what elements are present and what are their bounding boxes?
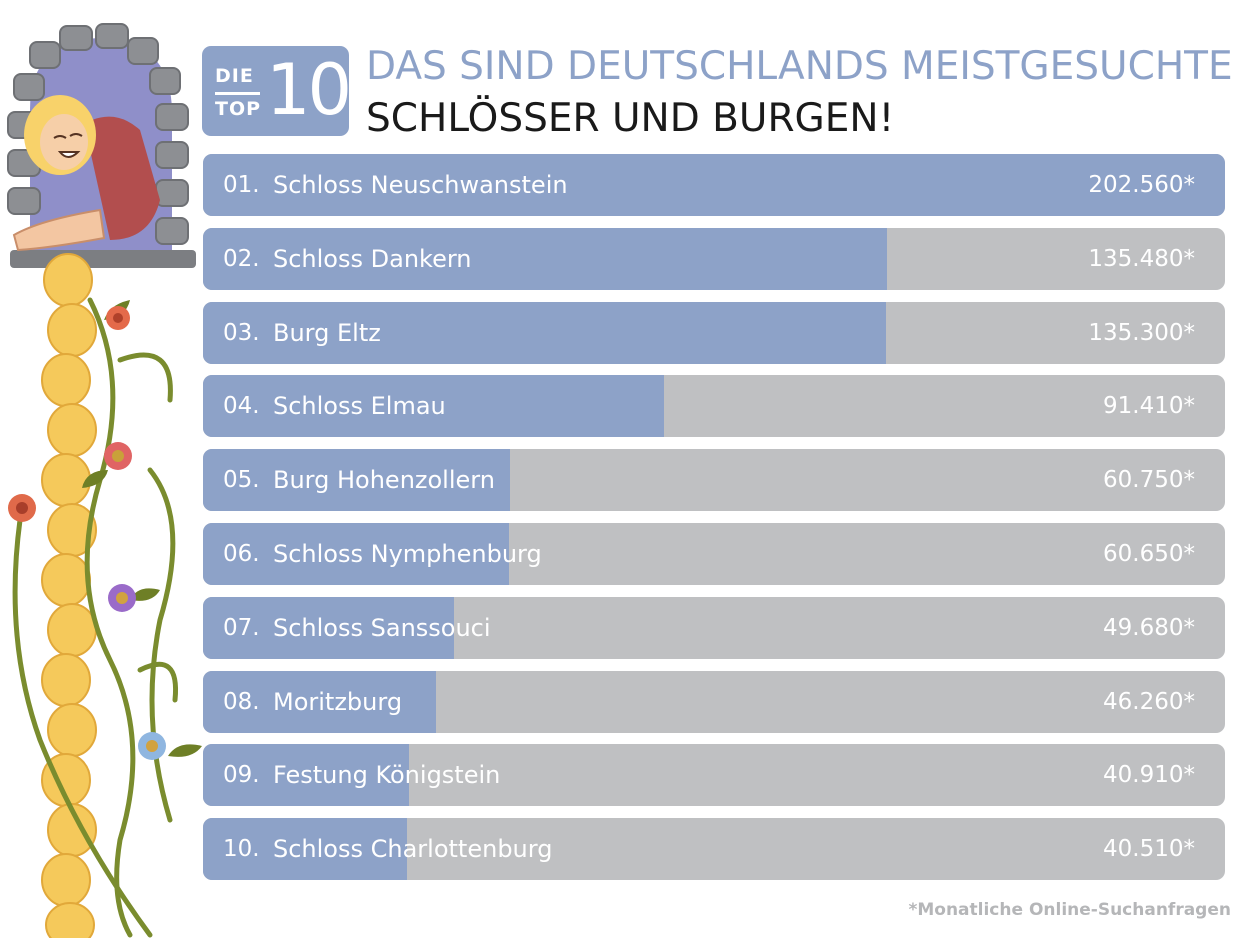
bar-category-label: Burg Eltz [273, 319, 381, 347]
bar-rank-label: 08. [223, 689, 260, 715]
bar-rank-label: 02. [223, 246, 260, 272]
bar-row: 09. Festung Königstein 40.910* [203, 744, 1225, 806]
braid-icon [41, 253, 97, 938]
bar-row: 01. Schloss Neuschwanstein 202.560* [203, 154, 1225, 216]
bar-row: 04. Schloss Elmau 91.410* [203, 375, 1225, 437]
bar-value-label: 40.510* [1103, 836, 1195, 862]
bar-row: 06. Schloss Nymphenburg 60.650* [203, 523, 1225, 585]
bar-fill [203, 375, 664, 437]
bar-value-label: 49.680* [1103, 615, 1195, 641]
bar-row: 10. Schloss Charlottenburg 40.510* [203, 818, 1225, 880]
bar-rank-label: 10. [223, 836, 260, 862]
bar-value-label: 40.910* [1103, 762, 1195, 788]
bar-fill [203, 818, 407, 880]
bar-rank-label: 01. [223, 172, 260, 198]
rapunzel-tower-illustration [7, 23, 202, 938]
window-arch-icon [7, 23, 196, 268]
bar-row: 05. Burg Hohenzollern 60.750* [203, 449, 1225, 511]
bar-value-label: 91.410* [1103, 393, 1195, 419]
bar-value-label: 60.750* [1103, 467, 1195, 493]
badge-divider [215, 92, 260, 95]
bar-row: 08. Moritzburg 46.260* [203, 671, 1225, 733]
bar-value-label: 60.650* [1103, 541, 1195, 567]
page-title-line2: SCHLÖSSER UND BURGEN! [366, 96, 895, 141]
page-title-line1: DAS SIND DEUTSCHLANDS MEISTGESUCHTE [366, 44, 1233, 89]
bar-fill [203, 597, 454, 659]
bar-row: 03. Burg Eltz 135.300* [203, 302, 1225, 364]
bar-category-label: Schloss Elmau [273, 392, 446, 420]
bar-rank-label: 07. [223, 615, 260, 641]
bar-category-label: Festung Königstein [273, 761, 501, 789]
bar-category-label: Schloss Charlottenburg [273, 835, 553, 863]
bar-value-label: 202.560* [1088, 172, 1195, 198]
bar-value-label: 135.480* [1088, 246, 1195, 272]
bar-rank-label: 05. [223, 467, 260, 493]
bar-value-label: 46.260* [1103, 689, 1195, 715]
bar-category-label: Schloss Sanssouci [273, 614, 491, 642]
bar-row: 07. Schloss Sanssouci 49.680* [203, 597, 1225, 659]
bar-category-label: Moritzburg [273, 688, 403, 716]
bar-rank-label: 03. [223, 320, 260, 346]
vine-icon [12, 297, 179, 938]
bar-fill [203, 302, 886, 364]
footnote: *Monatliche Online-Suchanfragen [908, 900, 1231, 920]
top10-badge: DIE TOP 10 [202, 46, 352, 136]
bar-category-label: Schloss Dankern [273, 245, 472, 273]
bar-fill [203, 523, 509, 585]
leaf-icon [82, 300, 202, 757]
bar-rank-label: 09. [223, 762, 260, 788]
badge-number: 10 [266, 49, 352, 131]
bar-fill [203, 449, 510, 511]
bar-rank-label: 06. [223, 541, 260, 567]
badge-die-label: DIE [215, 65, 254, 87]
bar-fill [203, 671, 436, 733]
badge-top-label: TOP [215, 98, 262, 120]
flower-icon [8, 306, 166, 760]
girl-icon [12, 95, 160, 252]
bar-row: 02. Schloss Dankern 135.480* [203, 228, 1225, 290]
bar-value-label: 135.300* [1088, 320, 1195, 346]
bar-fill [203, 744, 409, 806]
bar-category-label: Schloss Neuschwanstein [273, 171, 568, 199]
bar-category-label: Schloss Nymphenburg [273, 540, 542, 568]
bar-fill [203, 228, 887, 290]
bar-rank-label: 04. [223, 393, 260, 419]
bar-fill [203, 154, 1225, 216]
bar-category-label: Burg Hohenzollern [273, 466, 495, 494]
